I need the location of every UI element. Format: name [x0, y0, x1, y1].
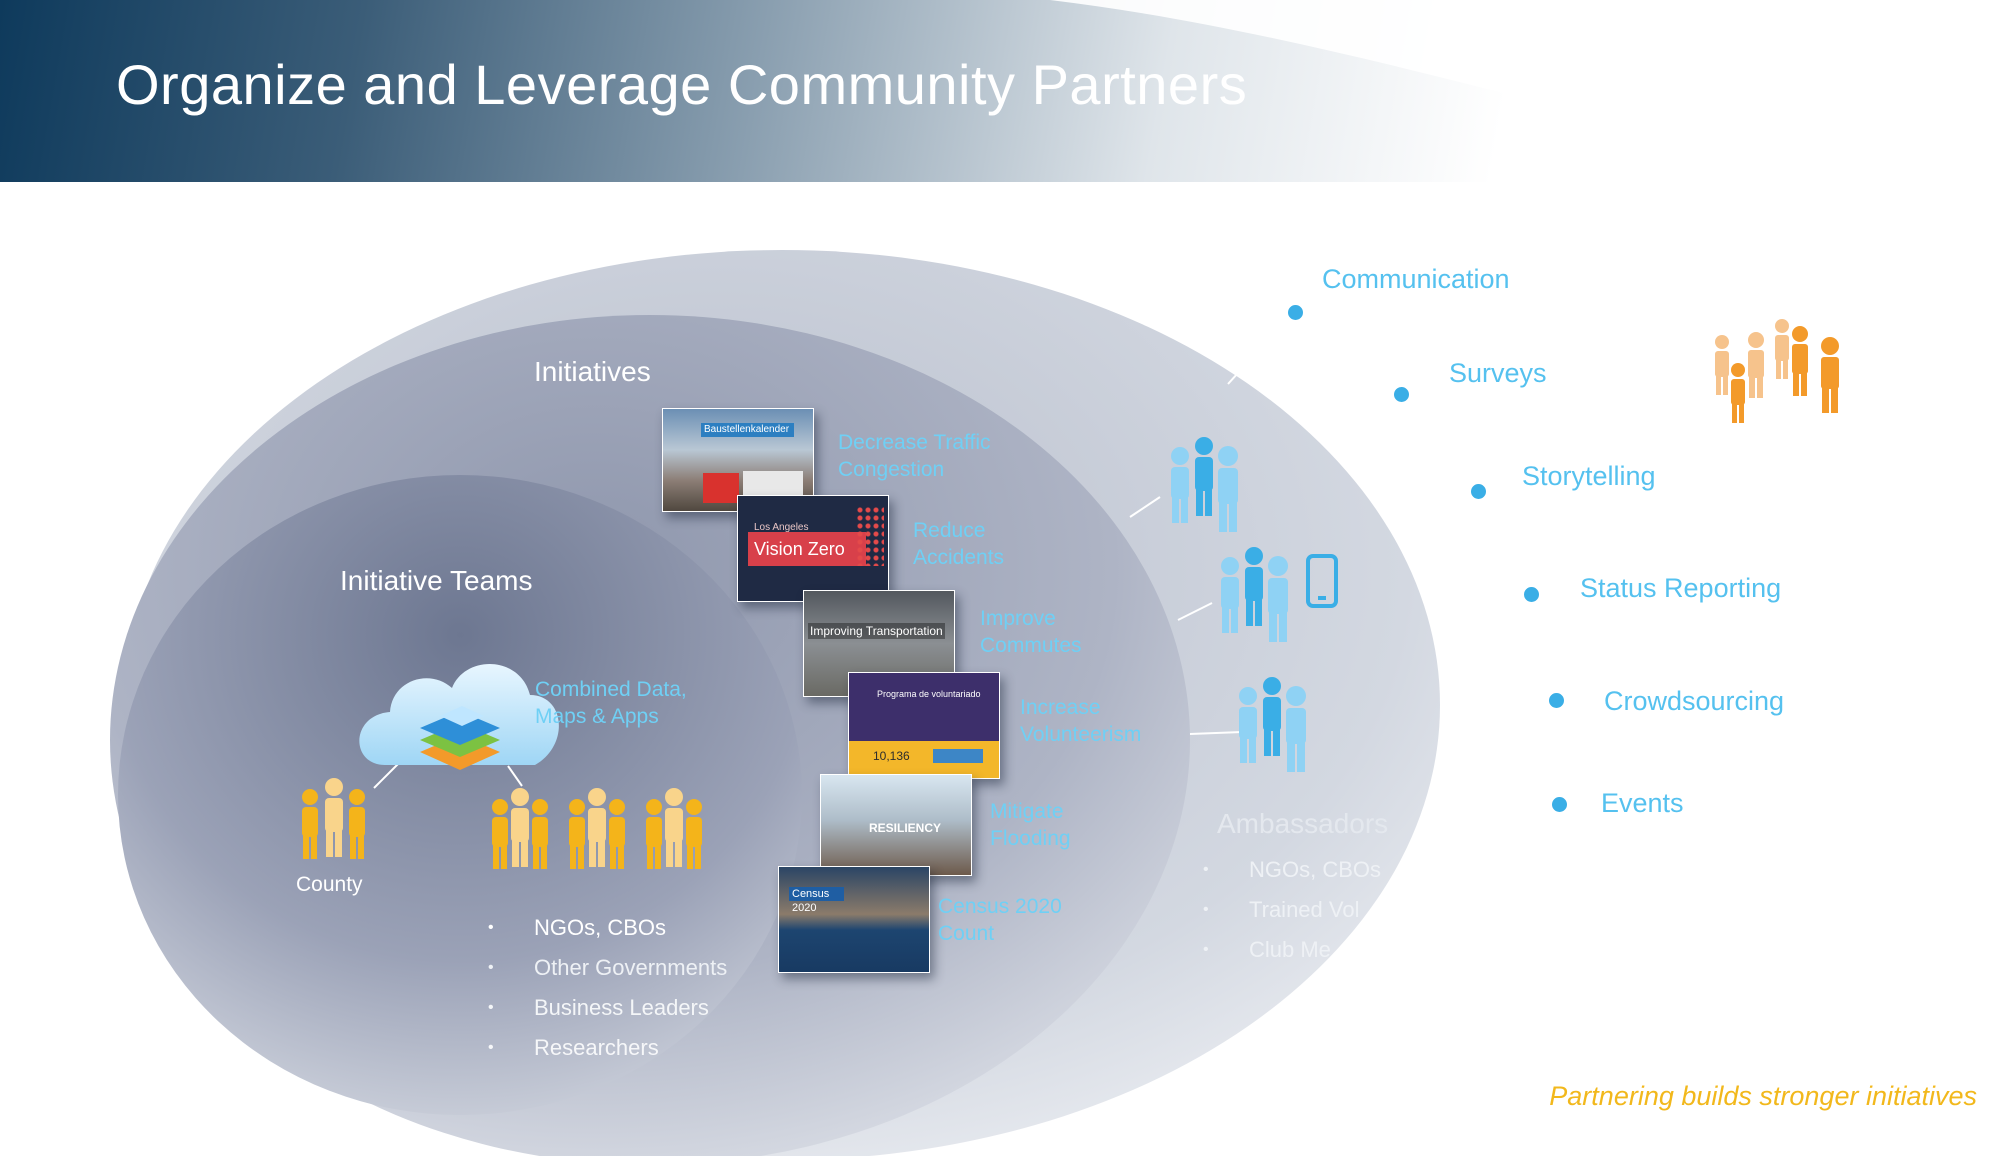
thumb-mitigate-flooding[interactable]: RESILIENCY	[820, 774, 972, 876]
channel-dot	[1549, 693, 1564, 708]
thumb-traffic-title: Baustellenkalender	[701, 423, 794, 437]
initiative-teams-heading: Initiative Teams	[340, 565, 533, 596]
thumb-vz-sub: Los Angeles	[754, 522, 809, 533]
thumb-flooding-title: RESILIENCY	[869, 821, 942, 835]
ambassador-partners-list: NGOs, CBOs Trained Vol Club Me	[1203, 850, 1381, 970]
partner-people-icons	[492, 788, 702, 869]
team-partner-item: NGOs, CBOs	[488, 908, 727, 948]
thumb-volunteer-value: 10,136	[873, 749, 910, 763]
initiative-label-flooding: Mitigate Flooding	[990, 800, 1071, 850]
thumb-vz-title: Vision Zero	[748, 532, 866, 566]
ambassador-partner-item: Club Me	[1203, 930, 1381, 970]
channel-dot	[1524, 587, 1539, 602]
thumb-census-title: Census 2020	[789, 887, 844, 914]
thumb-vision-zero[interactable]: Los Angeles Vision Zero	[737, 495, 889, 602]
channel-dot	[1394, 387, 1409, 402]
channel-surveys: Surveys	[1449, 358, 1547, 388]
combined-data-label: Combined Data, Maps & Apps	[535, 678, 687, 728]
county-label: County	[296, 873, 363, 896]
initiative-label-census: Census 2020 Count	[938, 895, 1062, 945]
connector-lines	[373, 361, 1249, 789]
channel-communication: Communication	[1322, 264, 1510, 294]
phone-icon	[1306, 554, 1338, 608]
cloud-maps-icon	[359, 664, 559, 770]
banner-wave	[1050, 0, 1999, 182]
channel-events: Events	[1601, 788, 1684, 818]
channel-crowdsourcing: Crowdsourcing	[1604, 686, 1785, 716]
thumb-volunteerism[interactable]: Programa de voluntariado 10,136	[848, 672, 1000, 779]
channel-dot	[1288, 305, 1303, 320]
team-partner-item: Other Governments	[488, 948, 727, 988]
initiative-label-traffic: Decrease Traffic Congestion	[838, 431, 991, 481]
initiative-label-commutes: Improve Commutes	[980, 607, 1082, 657]
channel-dot	[1552, 797, 1567, 812]
channel-storytelling: Storytelling	[1522, 461, 1656, 491]
community-people-icons	[1715, 319, 1839, 423]
page-title: Organize and Leverage Community Partners	[116, 53, 1248, 116]
thumb-census-2020[interactable]: Census 2020	[778, 866, 930, 973]
team-partners-list: NGOs, CBOs Other Governments Business Le…	[488, 908, 727, 1068]
tagline: Partnering builds stronger initiatives	[1549, 1081, 1977, 1111]
ambassador-partners-clip: NGOs, CBOs Trained Vol Club Me	[1203, 850, 1403, 980]
county-people-icon	[302, 778, 365, 859]
team-partner-item: Researchers	[488, 1028, 727, 1068]
ambassador-partner-item: NGOs, CBOs	[1203, 850, 1381, 890]
ambassador-people-icons	[1171, 437, 1306, 772]
ambassadors-heading: Ambassadors	[1217, 808, 1389, 839]
thumb-transport-title: Improving Transportation	[808, 623, 945, 639]
channel-status-reporting: Status Reporting	[1580, 573, 1782, 603]
initiatives-heading: Initiatives	[534, 356, 651, 387]
initiative-label-volunteerism: Increase Volunteerism	[1020, 696, 1142, 746]
thumb-volunteer-title: Programa de voluntariado	[877, 689, 981, 699]
team-partner-item: Business Leaders	[488, 988, 727, 1028]
ambassador-partner-item: Trained Vol	[1203, 890, 1381, 930]
channel-dot	[1471, 484, 1486, 499]
initiative-label-accidents: Reduce Accidents	[913, 519, 1005, 569]
